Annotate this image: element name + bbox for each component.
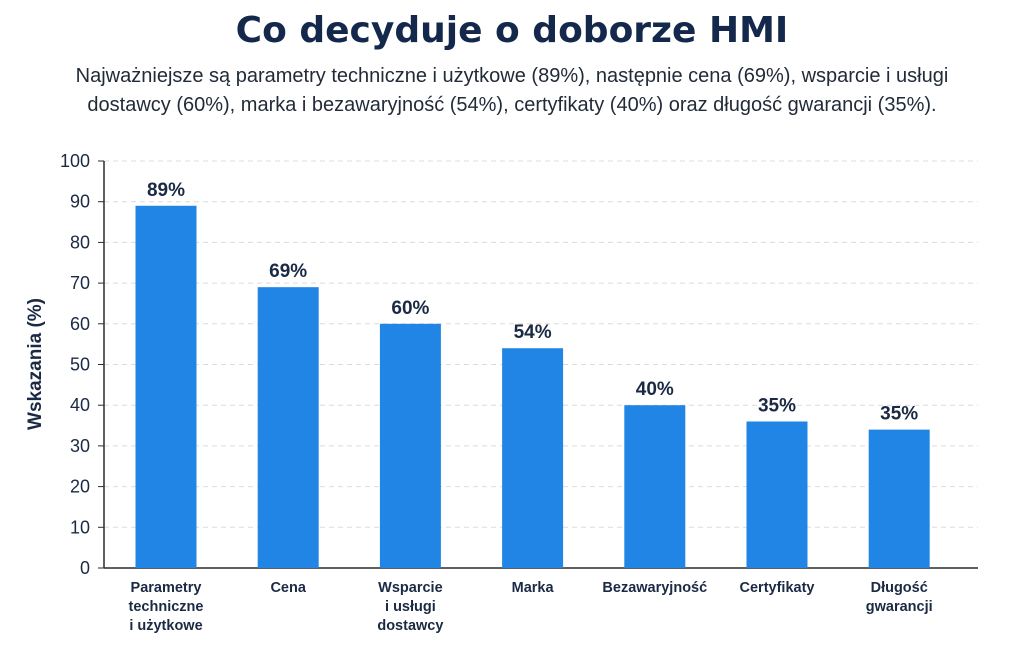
y-tick-label: 50 [70, 355, 90, 375]
x-tick-label-line: Marka [512, 580, 555, 596]
x-tick-label-line: gwarancji [866, 599, 933, 615]
bar [502, 348, 564, 568]
x-tick-label-line: Cena [270, 580, 306, 596]
x-tick-label-line: Certyfikaty [740, 580, 815, 596]
bar-value-label: 35% [758, 395, 796, 416]
y-tick-label: 40 [70, 395, 90, 415]
bar [868, 429, 930, 568]
bar [135, 205, 197, 568]
y-tick-label: 60 [70, 314, 90, 334]
x-tick-label-line: Bezawaryjność [602, 580, 707, 596]
bar-value-label: 60% [391, 298, 429, 319]
y-tick-label: 20 [70, 477, 90, 497]
bar [257, 287, 319, 568]
x-tick-label-line: i użytkowe [129, 618, 202, 634]
y-tick-label: 80 [70, 232, 90, 252]
x-tick-label-line: Długość [871, 580, 928, 596]
x-tick-label: Certyfikaty [740, 580, 815, 596]
x-tick-label: Marka [512, 580, 555, 596]
y-tick-label: 90 [70, 192, 90, 212]
labels: 0 10 20 30 40 50 60 70 80 90 100 89% Parametry techni… [60, 151, 933, 634]
bar [379, 323, 441, 568]
bar-value-label: 40% [636, 379, 674, 400]
bar [746, 421, 808, 568]
x-tick-label: Bezawaryjność [602, 580, 707, 596]
chart-title: Co decyduje o doborze HMI [235, 10, 789, 51]
y-tick-label: 100 [60, 151, 90, 171]
x-tick-label: Wsparcie i usługi dostawcy [377, 580, 443, 634]
bar-value-label: 54% [514, 322, 552, 343]
bar-value-label: 69% [269, 261, 307, 282]
bar [624, 405, 686, 568]
x-tick-label: Cena [270, 580, 306, 596]
bar-value-label: 89% [147, 180, 185, 201]
x-tick-label-line: Wsparcie [378, 580, 442, 596]
y-tick-label: 10 [70, 517, 90, 537]
y-tick-label: 70 [70, 273, 90, 293]
bars [135, 205, 930, 568]
y-tick-label: 30 [70, 436, 90, 456]
x-tick-label-line: techniczne [129, 599, 204, 615]
x-tick-label-line: Parametry [131, 580, 202, 596]
y-axis-title: Wskazania (%) [25, 298, 46, 430]
x-tick-label: Długość gwarancji [866, 580, 933, 615]
x-tick-label-line: i usługi [385, 599, 436, 615]
bar-value-label: 35% [880, 404, 918, 425]
y-tick-label: 0 [80, 558, 90, 578]
x-tick-label: Parametry techniczne i użytkowe [129, 580, 204, 634]
x-tick-label-line: dostawcy [377, 618, 443, 634]
chart-subtitle: Najważniejsze są parametry techniczne i … [75, 65, 949, 116]
